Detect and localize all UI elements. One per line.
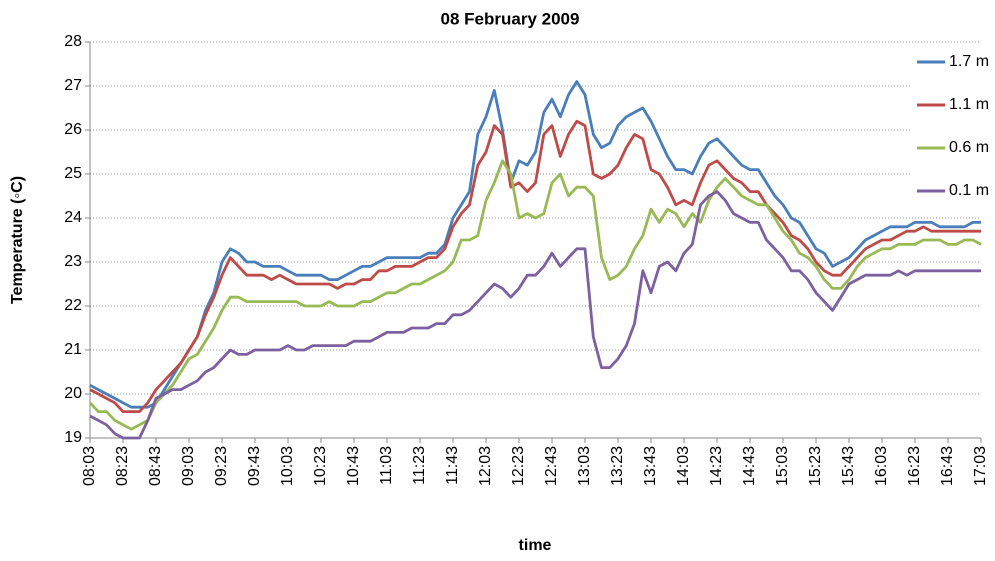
x-tick-label: 13:23 bbox=[609, 446, 626, 486]
legend-label: 1.1 m bbox=[949, 96, 989, 113]
x-tick-label: 14:43 bbox=[741, 446, 758, 486]
x-tick-label: 09:43 bbox=[246, 446, 263, 486]
x-tick-label: 09:23 bbox=[213, 446, 230, 486]
legend-label: 0.1 m bbox=[949, 182, 989, 199]
y-tick-label: 26 bbox=[64, 121, 82, 138]
y-tick-label: 27 bbox=[64, 77, 82, 94]
y-tick-label: 24 bbox=[64, 209, 82, 226]
x-axis-title: time bbox=[519, 537, 552, 554]
x-tick-label: 14:23 bbox=[708, 446, 725, 486]
x-tick-label: 13:43 bbox=[642, 446, 659, 486]
x-tick-label: 17:03 bbox=[972, 446, 989, 486]
x-tick-label: 11:23 bbox=[411, 446, 428, 485]
series-line bbox=[88, 159, 982, 431]
series-line bbox=[89, 119, 981, 413]
x-tick-label: 09:03 bbox=[180, 446, 197, 486]
x-tick-label: 10:43 bbox=[345, 446, 362, 486]
series-line bbox=[89, 80, 981, 409]
y-axis-title: Temperature (◦C) bbox=[9, 176, 26, 304]
y-tick-label: 20 bbox=[64, 385, 82, 402]
x-tick-label: 11:03 bbox=[378, 446, 395, 485]
x-tick-label: 15:23 bbox=[807, 446, 824, 486]
y-tick-label: 28 bbox=[64, 33, 82, 50]
x-tick-label: 13:03 bbox=[576, 446, 593, 486]
y-tick-label: 22 bbox=[64, 297, 82, 314]
x-tick-label: 12:03 bbox=[477, 446, 494, 486]
x-tick-label: 15:03 bbox=[774, 446, 791, 486]
x-tick-label: 08:03 bbox=[81, 446, 98, 486]
x-tick-label: 12:43 bbox=[543, 446, 560, 486]
y-tick-label: 23 bbox=[64, 253, 82, 270]
x-tick-label: 14:03 bbox=[675, 446, 692, 486]
series-line bbox=[89, 190, 981, 440]
y-tick-label: 21 bbox=[64, 341, 82, 358]
y-tick-label: 19 bbox=[64, 429, 82, 446]
x-tick-label: 12:23 bbox=[510, 446, 527, 486]
x-tick-label: 11:43 bbox=[444, 446, 461, 485]
legend-label: 1.7 m bbox=[949, 53, 989, 70]
chart-title: 08 February 2009 bbox=[441, 9, 580, 28]
x-tick-label: 10:23 bbox=[312, 446, 329, 486]
y-tick-label: 25 bbox=[64, 165, 82, 182]
legend-label: 0.6 m bbox=[949, 139, 989, 156]
x-tick-label: 16:23 bbox=[906, 446, 923, 486]
x-tick-label: 16:43 bbox=[939, 446, 956, 486]
x-tick-label: 08:23 bbox=[114, 446, 131, 486]
legend-background bbox=[912, 48, 995, 208]
x-tick-label: 16:03 bbox=[873, 446, 890, 486]
x-tick-label: 08:43 bbox=[147, 446, 164, 486]
x-tick-label: 10:03 bbox=[279, 446, 296, 486]
x-tick-label: 15:43 bbox=[840, 446, 857, 486]
